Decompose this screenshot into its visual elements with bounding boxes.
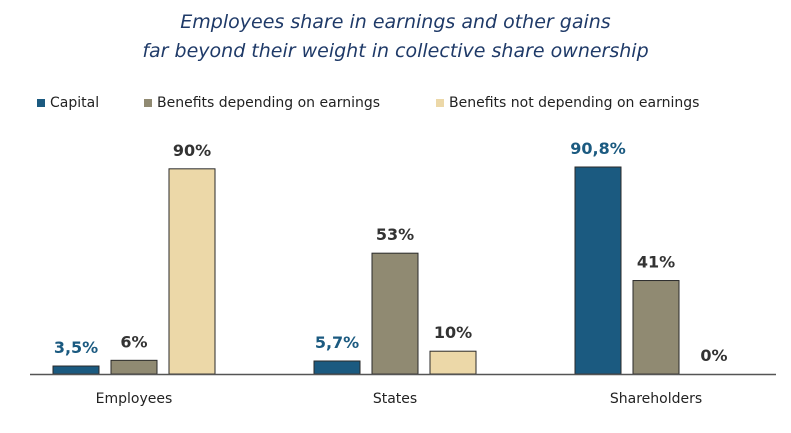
chart-subtitle: far beyond their weight in collective sh…	[142, 40, 649, 62]
legend-item-benefits-depending: Benefits depending on earnings	[144, 95, 380, 111]
legend-swatch-benefits-not-depending	[436, 99, 444, 107]
legend-label-benefits-depending: Benefits depending on earnings	[157, 95, 381, 111]
bar-states-series-2	[429, 350, 477, 375]
bar-shareholders-series-1	[632, 280, 680, 375]
legend-label-capital: Capital	[50, 95, 100, 111]
bar-employees-series-0	[52, 365, 100, 375]
x-tick-label-shareholders: Shareholders	[610, 391, 702, 407]
bar-states-series-1	[371, 252, 419, 375]
data-label-shareholders-series-2: 0%	[700, 346, 727, 365]
data-label-states-series-0: 5,7%	[315, 333, 359, 352]
data-label-shareholders-series-0: 90,8%	[570, 139, 626, 158]
bar-states-series-0	[313, 360, 361, 375]
x-tick-label-states: States	[373, 391, 417, 407]
data-label-employees-series-0: 3,5%	[54, 338, 98, 357]
data-label-employees-series-1: 6%	[120, 332, 147, 351]
legend-item-capital: Capital	[37, 95, 99, 111]
bar-employees-series-1	[110, 359, 158, 375]
bar-employees-series-2	[168, 168, 216, 375]
data-label-shareholders-series-1: 41%	[637, 253, 675, 272]
bar-shareholders-series-0	[574, 166, 622, 375]
legend-swatch-capital	[37, 99, 45, 107]
data-label-states-series-1: 53%	[376, 225, 414, 244]
legend-swatch-benefits-depending	[144, 99, 152, 107]
x-tick-label-employees: Employees	[96, 391, 173, 407]
legend-label-benefits-not-depending: Benefits not depending on earnings	[449, 95, 700, 111]
legend-item-benefits-not-depending: Benefits not depending on earnings	[436, 95, 699, 111]
data-label-employees-series-2: 90%	[173, 141, 211, 160]
chart-title: Employees share in earnings and other ga…	[180, 11, 611, 33]
data-label-states-series-2: 10%	[434, 323, 472, 342]
